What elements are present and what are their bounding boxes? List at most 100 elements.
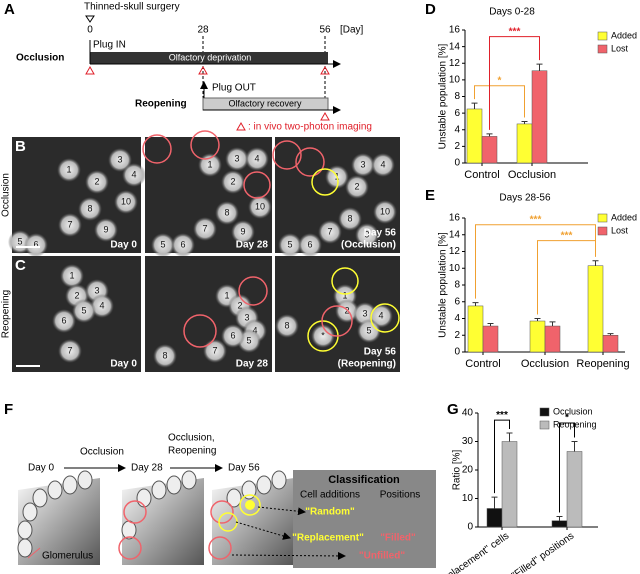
ring <box>370 303 400 333</box>
cell-number: 4 <box>380 159 385 169</box>
error-bar <box>556 515 563 521</box>
cell-number: 3 <box>234 153 239 163</box>
cell-number: 7 <box>212 345 217 355</box>
legend-swatch <box>539 407 550 417</box>
legend-label: Added <box>611 212 637 222</box>
cell <box>215 201 239 225</box>
cell-number: 4 <box>252 325 257 335</box>
cell <box>57 158 81 182</box>
leaders <box>231 506 346 560</box>
x-tick-label: "Replacement" cells <box>432 531 511 574</box>
cell-number: 4 <box>131 169 136 179</box>
cell-number: 1 <box>224 290 229 300</box>
legend-swatch <box>539 420 550 430</box>
error-bar <box>471 102 478 109</box>
error-bar <box>491 496 498 509</box>
error-bar <box>487 323 494 327</box>
cell <box>90 294 114 318</box>
cell <box>231 220 255 244</box>
panel-letter: G <box>447 401 459 418</box>
cell-number: 2 <box>230 176 235 186</box>
cell-number: 6 <box>61 315 66 325</box>
step-label: Day 56 <box>228 463 260 474</box>
cell-number: 9 <box>240 226 245 236</box>
cells <box>17 470 287 558</box>
x-tick-label: "Filled" positions <box>510 531 576 574</box>
ring <box>190 130 220 160</box>
cell-number: 4 <box>254 153 259 163</box>
cell-number: 9 <box>103 224 108 234</box>
cell <box>248 195 272 219</box>
cell <box>78 197 102 221</box>
cell-number: 8 <box>224 207 229 217</box>
bar <box>544 325 561 353</box>
timeline: A Thinned-skull surgery 0 28 56 [Day] Pl… <box>4 1 372 133</box>
imaging-legend: : in vivo two-photon imaging <box>248 122 372 133</box>
cell-number: 2 <box>354 181 359 191</box>
cell-number: * <box>321 330 325 340</box>
y-tick-label: 6 <box>454 296 460 307</box>
cell-number: 1 <box>69 270 74 280</box>
significance-label: *** <box>530 214 542 225</box>
cell <box>355 223 379 247</box>
transition-label: Occlusion, <box>168 433 215 444</box>
legend-label: Lost <box>611 43 629 53</box>
bar <box>486 508 503 528</box>
cell <box>298 233 322 257</box>
pointer <box>27 547 41 559</box>
significance-label: * <box>498 75 502 86</box>
box-title: Classification <box>328 474 400 486</box>
bar <box>566 451 583 528</box>
day-label: Day 56 <box>364 347 397 358</box>
y-tick-label: 6 <box>454 108 460 119</box>
cell <box>153 344 177 368</box>
day-label: Day 28 <box>236 359 269 370</box>
legend-label: Added <box>611 30 637 40</box>
x-tick-label: Occlusion <box>508 169 556 181</box>
classification-box <box>293 470 436 568</box>
cell-number: 10 <box>255 201 265 211</box>
cell <box>345 175 369 199</box>
cell-number: 5 <box>287 239 292 249</box>
error-bar <box>472 302 479 306</box>
significance-bracket <box>494 419 510 494</box>
chart-title: Days 28-56 <box>499 193 551 204</box>
day-label: 56 <box>319 25 331 36</box>
cell <box>318 220 342 244</box>
y-tick-label: 0 <box>454 158 460 169</box>
cell-number: 3 <box>94 285 99 295</box>
day-label: 28 <box>197 25 209 36</box>
cell-number: 1 <box>342 290 347 300</box>
cell <box>114 190 138 214</box>
y-tick-label: 20 <box>462 465 474 476</box>
cell <box>171 233 195 257</box>
cell <box>373 200 397 224</box>
class-label: "Filled" <box>380 533 416 544</box>
cell-number: 5 <box>17 236 22 246</box>
class-label: "Unfilled" <box>359 551 405 562</box>
y-tick-label: 0 <box>454 347 460 358</box>
y-tick-label: 16 <box>449 25 461 36</box>
bar <box>467 305 484 353</box>
cell <box>357 319 381 343</box>
cell-number: 7 <box>67 345 72 355</box>
cell-number: 8 <box>87 203 92 213</box>
cell-number: 7 <box>67 219 72 229</box>
day-label: Day 56 <box>364 228 397 239</box>
schematic: F Day 0 Occlusion Day 28 Occlusion, Reop… <box>4 401 436 568</box>
ring <box>295 147 325 177</box>
cell-number: 8 <box>347 213 352 223</box>
y-axis-label: Unstable population [%] <box>438 43 449 149</box>
error-bar <box>536 63 543 71</box>
cell <box>85 170 109 194</box>
cell <box>24 233 48 257</box>
panel-letter: E <box>425 187 435 204</box>
glomerulus-label: Glomerulus <box>42 551 93 562</box>
y-tick-label: 2 <box>454 330 460 341</box>
day-unit: [Day] <box>340 25 364 36</box>
significance-label: *** <box>509 26 521 37</box>
cell-number: 6 <box>33 239 38 249</box>
significance-bracket <box>474 85 525 118</box>
cell-number: 3 <box>360 159 365 169</box>
error-bar <box>607 333 614 336</box>
